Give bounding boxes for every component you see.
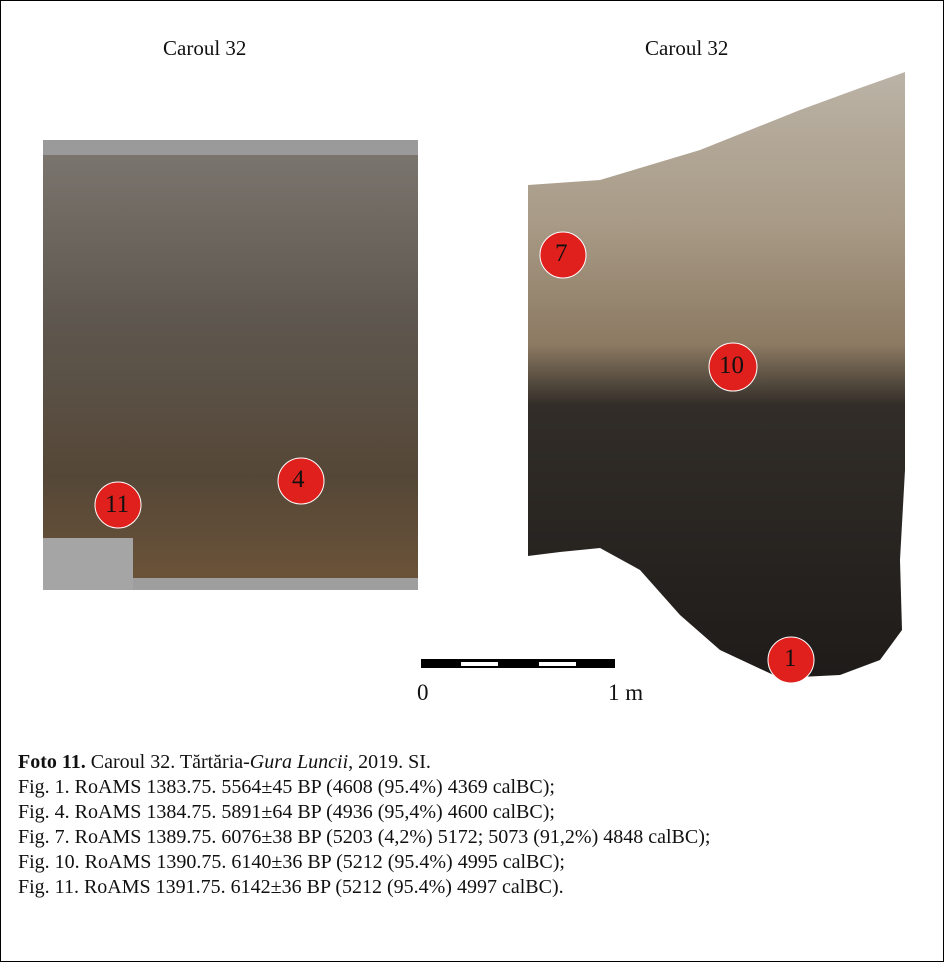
marker — [767, 636, 815, 684]
marker — [94, 481, 142, 529]
scale-bar-seg — [461, 662, 498, 666]
caption-label: Foto 11. — [18, 751, 86, 773]
markers — [94, 231, 815, 684]
photo-left — [43, 140, 418, 590]
marker-label: 4 — [292, 466, 305, 493]
photo-band — [43, 538, 133, 590]
caption-line: Fig. 11. RoAMS 1391.75. 6142±36 BP (5212… — [18, 876, 564, 898]
marker-label: 11 — [105, 491, 130, 518]
caption-line: Fig. 1. RoAMS 1383.75. 5564±45 BP (4608 … — [18, 776, 555, 798]
caption-title: Foto 11. Caroul 32. Tărtăria-Gura Luncii… — [18, 750, 926, 775]
scale-bar-seg — [539, 662, 576, 666]
caption-line: Fig. 4. RoAMS 1384.75. 5891±64 BP (4936 … — [18, 801, 555, 823]
panel-title: Caroul 32 — [645, 36, 729, 60]
scale-bar-body — [421, 659, 615, 668]
caption: Foto 11. Caroul 32. Tărtăria-Gura Luncii… — [18, 750, 926, 900]
photo-band — [133, 578, 418, 590]
panel-title: Caroul 32 — [163, 36, 247, 60]
marker-label: 1 — [784, 645, 797, 672]
caption-text: , 2019. SI. — [348, 751, 431, 773]
scale-bar — [421, 659, 615, 668]
figure — [43, 72, 905, 684]
photo-band — [43, 140, 418, 155]
caption-italic: Gura Luncii — [249, 751, 349, 773]
marker — [277, 457, 325, 505]
marker-label: 10 — [719, 352, 744, 379]
caption-line: Fig. 7. RoAMS 1389.75. 6076±38 BP (5203 … — [18, 826, 711, 848]
caption-text: Caroul 32. Tărtăria- — [85, 751, 250, 773]
caption-line: Fig. 10. RoAMS 1390.75. 6140±36 BP (5212… — [18, 851, 565, 873]
scale-label: 0 — [417, 680, 429, 705]
marker-label: 7 — [555, 240, 568, 267]
marker — [539, 231, 587, 279]
marker — [708, 342, 758, 392]
scale-label: 1 m — [608, 680, 644, 705]
